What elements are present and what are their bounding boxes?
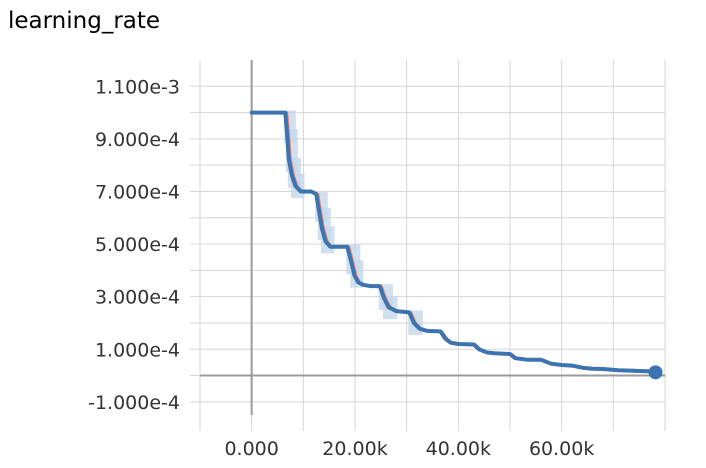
x-tick-label: 0.000 [224, 438, 278, 460]
y-tick-label: 9.000e-4 [95, 129, 180, 151]
y-tick-label: 7.000e-4 [95, 181, 180, 203]
raw-series-line [253, 111, 652, 373]
raw-band-segment [284, 110, 296, 143]
series-end-point[interactable] [648, 365, 663, 380]
x-tick-label: 60.00k [529, 438, 594, 460]
raw-line-layer [253, 111, 652, 373]
tick-labels: 0.000 20.00k 40.00k 60.00k -1.000e-4 1.000e-4… [88, 76, 594, 460]
y-tick-label: 1.100e-3 [95, 76, 180, 98]
raw-range-band [284, 110, 423, 335]
y-tick-label: 5.000e-4 [95, 234, 180, 256]
y-tick-label: 3.000e-4 [95, 287, 180, 309]
chart-title: learning_rate [8, 8, 161, 34]
y-tick-label: -1.000e-4 [88, 392, 180, 414]
y-tick-label: 1.000e-4 [95, 339, 180, 361]
series-line [249, 110, 652, 374]
smoothed-line-layer [249, 110, 663, 380]
grid [190, 60, 666, 431]
x-tick-label: 20.00k [322, 438, 387, 460]
x-tick-label: 40.00k [426, 438, 491, 460]
axes [200, 60, 665, 415]
